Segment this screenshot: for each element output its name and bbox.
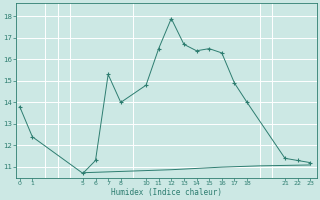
X-axis label: Humidex (Indice chaleur): Humidex (Indice chaleur)	[111, 188, 222, 197]
